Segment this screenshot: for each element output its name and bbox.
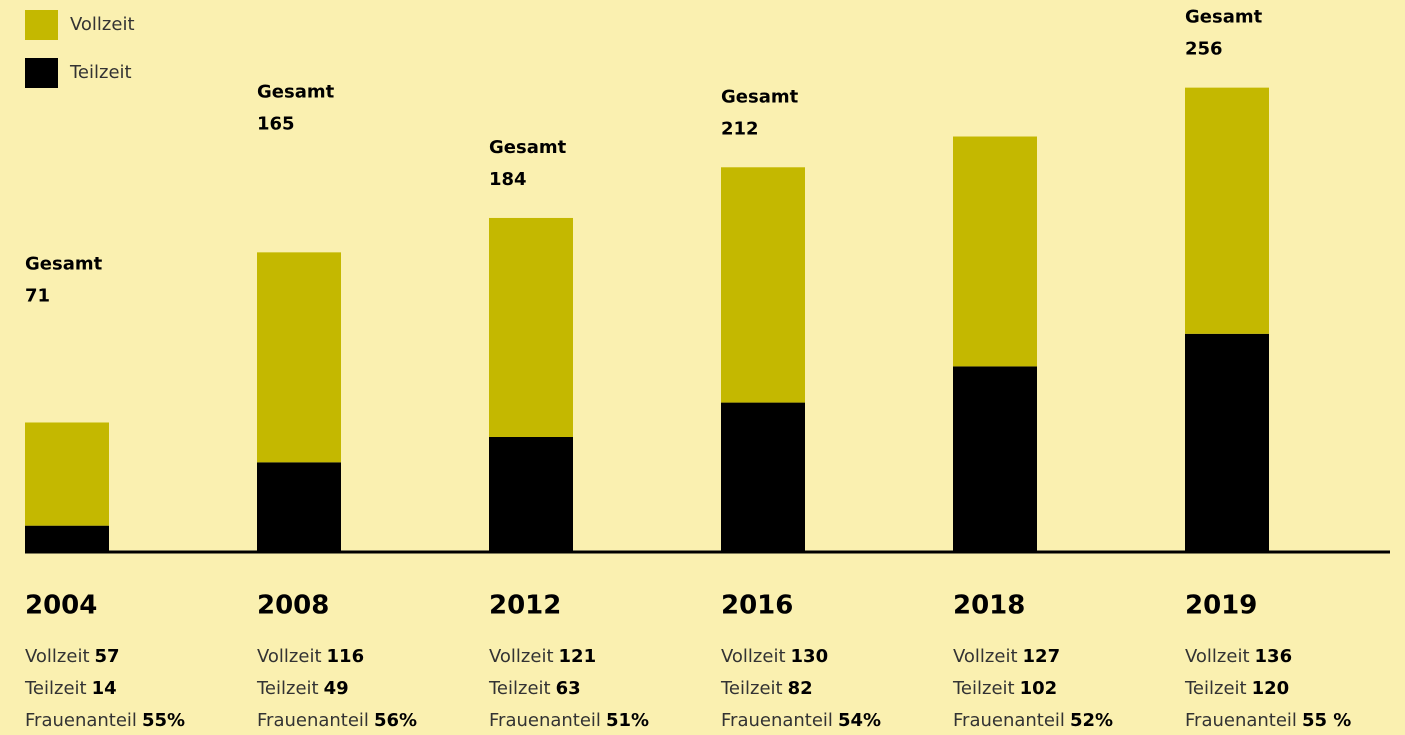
bar-segment <box>1185 88 1269 334</box>
total-label: Gesamt <box>721 86 799 107</box>
bar-segment <box>953 366 1037 551</box>
detail-name: Teilzeit <box>488 678 551 699</box>
year-label: 2004 <box>25 591 97 621</box>
bar-segment <box>721 403 805 551</box>
detail-value: 63 <box>556 678 581 699</box>
bar-segment <box>25 526 109 551</box>
year-label: 2012 <box>489 591 561 621</box>
year-label: 2019 <box>1185 591 1257 621</box>
detail-value: 55 % <box>1302 710 1351 731</box>
detail-value: 52% <box>1070 710 1113 731</box>
legend-swatch <box>25 58 58 88</box>
detail-value: 54% <box>838 710 881 731</box>
bar-segment <box>953 137 1037 367</box>
legend-label: Vollzeit <box>70 14 135 35</box>
detail-value: 116 <box>327 646 365 667</box>
detail-value: 82 <box>788 678 813 699</box>
total-label: Gesamt <box>257 81 335 102</box>
detail-name: Teilzeit <box>256 678 319 699</box>
detail-name: Teilzeit <box>1184 678 1247 699</box>
detail-name: Teilzeit <box>952 678 1015 699</box>
detail-name: Frauenanteil <box>25 710 137 731</box>
detail-value: 130 <box>791 646 829 667</box>
total-value: 165 <box>257 113 295 134</box>
detail-name: Vollzeit <box>953 646 1018 667</box>
total-label: Gesamt <box>489 137 567 158</box>
bar-segment <box>489 437 573 551</box>
bar-segment <box>257 462 341 551</box>
detail-name: Frauenanteil <box>721 710 833 731</box>
detail-name: Frauenanteil <box>489 710 601 731</box>
detail-name: Frauenanteil <box>1185 710 1297 731</box>
detail-value: 56% <box>374 710 417 731</box>
detail-value: 120 <box>1252 678 1290 699</box>
total-value: 212 <box>721 118 759 139</box>
detail-value: 102 <box>1020 678 1058 699</box>
detail-value: 51% <box>606 710 649 731</box>
year-label: 2016 <box>721 591 793 621</box>
bar-segment <box>25 422 109 525</box>
detail-name: Vollzeit <box>1185 646 1250 667</box>
detail-name: Vollzeit <box>25 646 90 667</box>
detail-value: 121 <box>559 646 597 667</box>
detail-value: 57 <box>95 646 120 667</box>
detail-name: Teilzeit <box>24 678 87 699</box>
year-label: 2008 <box>257 591 329 621</box>
detail-value: 14 <box>92 678 117 699</box>
detail-value: 49 <box>324 678 349 699</box>
detail-value: 55% <box>142 710 185 731</box>
detail-value: 136 <box>1255 646 1293 667</box>
detail-name: Vollzeit <box>257 646 322 667</box>
legend-swatch <box>25 10 58 40</box>
total-value: 71 <box>25 285 50 306</box>
detail-name: Teilzeit <box>720 678 783 699</box>
total-value: 256 <box>1185 39 1223 60</box>
detail-name: Frauenanteil <box>257 710 369 731</box>
page: {"chart_data": { "type": "bar", "stacked… <box>0 0 1405 735</box>
total-label: Gesamt <box>1185 7 1263 28</box>
bar-segment <box>721 167 805 402</box>
total-value: 184 <box>489 169 527 190</box>
bar-segment <box>489 218 573 437</box>
total-label: Gesamt <box>25 253 103 274</box>
year-label: 2018 <box>953 591 1025 621</box>
detail-value: 127 <box>1023 646 1061 667</box>
bar-segment <box>1185 334 1269 551</box>
detail-name: Frauenanteil <box>953 710 1065 731</box>
detail-name: Vollzeit <box>489 646 554 667</box>
chart: VollzeitTeilzeitGesamt712004Vollzeit57Te… <box>0 0 1405 735</box>
detail-name: Vollzeit <box>721 646 786 667</box>
legend-label: Teilzeit <box>69 62 132 83</box>
bar-segment <box>257 252 341 462</box>
